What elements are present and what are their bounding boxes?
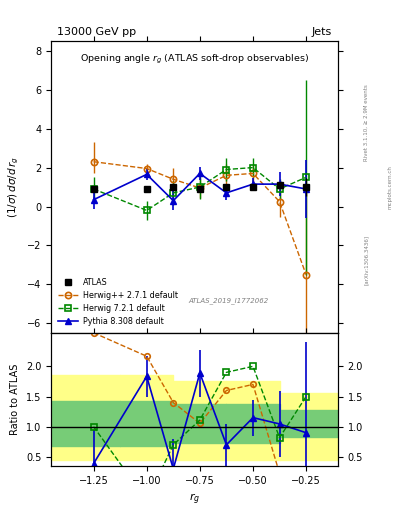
Y-axis label: $(1/\sigma)\,d\sigma/d\,r_g$: $(1/\sigma)\,d\sigma/d\,r_g$ bbox=[7, 156, 22, 218]
Legend: ATLAS, Herwig++ 2.7.1 default, Herwig 7.2.1 default, Pythia 8.308 default: ATLAS, Herwig++ 2.7.1 default, Herwig 7.… bbox=[55, 274, 181, 329]
Text: Opening angle $r_g$ (ATLAS soft-drop observables): Opening angle $r_g$ (ATLAS soft-drop obs… bbox=[80, 53, 309, 66]
Text: [arXiv:1306.3436]: [arXiv:1306.3436] bbox=[364, 235, 369, 285]
X-axis label: $r_g$: $r_g$ bbox=[189, 491, 200, 506]
Y-axis label: Ratio to ATLAS: Ratio to ATLAS bbox=[11, 364, 20, 435]
Text: ATLAS_2019_I1772062: ATLAS_2019_I1772062 bbox=[189, 297, 269, 304]
Text: mcplots.cern.ch: mcplots.cern.ch bbox=[387, 165, 392, 209]
Text: 13000 GeV pp: 13000 GeV pp bbox=[57, 27, 136, 36]
Text: Jets: Jets bbox=[312, 27, 332, 36]
Text: Rivet 3.1.10, ≥ 2.9M events: Rivet 3.1.10, ≥ 2.9M events bbox=[364, 84, 369, 161]
